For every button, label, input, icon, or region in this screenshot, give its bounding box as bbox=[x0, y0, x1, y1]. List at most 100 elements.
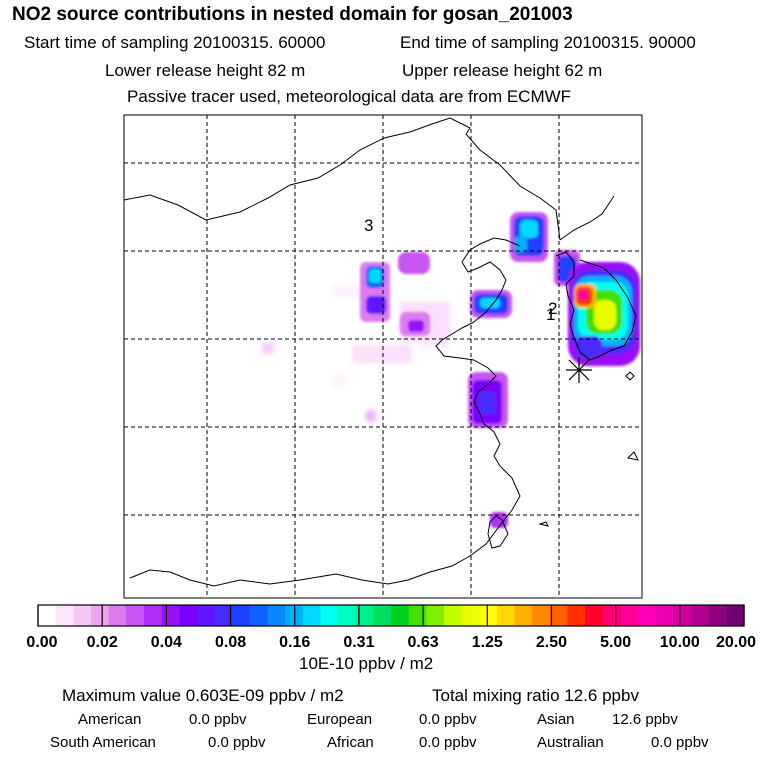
coast-taiwan bbox=[487, 515, 509, 549]
region-value: 0.0 ppbv bbox=[651, 734, 709, 751]
region-value: 0.0 ppbv bbox=[189, 711, 247, 728]
border-northeast bbox=[465, 133, 561, 241]
region-value: 0.0 ppbv bbox=[208, 734, 266, 751]
colorbar-swatch bbox=[232, 605, 251, 626]
plume-nk-border-core2 bbox=[515, 236, 527, 252]
colorbar-tick-label: 0.02 bbox=[87, 634, 118, 651]
start-time-text: Start time of sampling 20100315. 60000 bbox=[24, 33, 326, 52]
region-label: Australian bbox=[537, 734, 604, 751]
colorbar-tick-label: 20.00 bbox=[716, 634, 756, 651]
colorbar-tick-label: 0.31 bbox=[343, 634, 374, 651]
colorbar-ticks: 0.00 0.02 0.04 0.08 0.16 0.31 0.63 1.25 2.50 5.00… bbox=[26, 605, 756, 651]
colorbar-swatch bbox=[408, 605, 427, 626]
region-label: European bbox=[307, 711, 373, 728]
region-value: 0.0 ppbv bbox=[419, 711, 477, 728]
plume-beijing-core bbox=[369, 269, 381, 283]
colorbar-swatch bbox=[267, 605, 286, 626]
colorbar-swatch bbox=[302, 605, 321, 626]
end-time-text: End time of sampling 20100315. 90000 bbox=[400, 33, 696, 52]
colorbar-swatch bbox=[638, 605, 657, 626]
border-mongolia bbox=[124, 117, 471, 221]
colorbar-swatch bbox=[143, 605, 163, 626]
colorbar-swatch bbox=[585, 605, 604, 626]
colorbar bbox=[38, 605, 745, 626]
source-label-1: 1 bbox=[546, 305, 555, 324]
coastlines bbox=[124, 117, 639, 587]
colorbar-swatch bbox=[161, 605, 180, 626]
colorbar-swatch bbox=[567, 605, 586, 626]
colorbar-tick-label: 0.63 bbox=[408, 634, 439, 651]
total-mixing-text: Total mixing ratio 12.6 ppbv bbox=[432, 686, 639, 705]
upper-release-text: Upper release height 62 m bbox=[402, 61, 603, 80]
colorbar-swatch bbox=[249, 605, 269, 626]
colorbar-tick-label: 0.08 bbox=[215, 634, 246, 651]
region-value: 12.6 ppbv bbox=[612, 711, 678, 728]
colorbar-swatch bbox=[691, 605, 710, 626]
plume-seoul-core bbox=[578, 290, 588, 300]
coast-east bbox=[473, 359, 521, 511]
colorbar-swatch bbox=[620, 605, 639, 626]
plume-faint bbox=[332, 285, 362, 297]
region-label: African bbox=[327, 734, 374, 751]
colorbar-swatch bbox=[55, 605, 74, 626]
plume-layer bbox=[262, 212, 640, 528]
colorbar-swatch bbox=[496, 605, 516, 626]
max-value-text: Maximum value 0.603E-09 ppbv / m2 bbox=[62, 686, 344, 705]
coast-liaodong bbox=[461, 237, 521, 301]
region-label: South American bbox=[50, 734, 156, 751]
tracer-note: Passive tracer used, meteorological data… bbox=[127, 87, 572, 106]
colorbar-swatch bbox=[73, 605, 92, 626]
coast-bohai bbox=[435, 299, 497, 361]
plume-tianjin bbox=[366, 296, 386, 314]
plume-faint bbox=[262, 342, 274, 354]
receptor-star-icon bbox=[566, 357, 592, 383]
region-label: Asian bbox=[537, 711, 575, 728]
coast-island bbox=[538, 521, 549, 527]
colorbar-tick-label: 2.50 bbox=[536, 634, 567, 651]
colorbar-swatch bbox=[479, 605, 498, 626]
colorbar-swatch bbox=[373, 605, 392, 626]
region-value: 0.0 ppbv bbox=[419, 734, 477, 751]
colorbar-swatch bbox=[338, 605, 357, 626]
colorbar-tick-label: 10.00 bbox=[660, 634, 700, 651]
colorbar-tick-label: 5.00 bbox=[600, 634, 631, 651]
colorbar-swatch bbox=[214, 605, 233, 626]
plume-hebei-core bbox=[408, 320, 424, 332]
plume-nk-border-core bbox=[520, 220, 538, 238]
coast-korea bbox=[555, 251, 637, 361]
colorbar-swatch bbox=[673, 605, 692, 626]
colorbar-swatch bbox=[108, 605, 127, 626]
colorbar-swatch bbox=[126, 605, 145, 626]
colorbar-tick-label: 0.00 bbox=[26, 634, 57, 651]
plume-korea-south bbox=[576, 336, 602, 358]
plume-north bbox=[398, 252, 430, 274]
colorbar-swatch bbox=[726, 605, 745, 626]
grid-lines bbox=[124, 115, 642, 598]
colorbar-unit: 10E-10 ppbv / m2 bbox=[299, 654, 434, 673]
coast-south bbox=[129, 509, 513, 587]
colorbar-swatch bbox=[655, 605, 674, 626]
colorbar-tick-label: 0.04 bbox=[151, 634, 182, 651]
colorbar-swatch bbox=[514, 605, 533, 626]
lower-release-text: Lower release height 82 m bbox=[105, 61, 306, 80]
source-label-2: 2 bbox=[548, 299, 557, 318]
colorbar-swatch bbox=[391, 605, 410, 626]
colorbar-swatch bbox=[320, 605, 339, 626]
region-label: American bbox=[78, 711, 142, 728]
colorbar-swatch bbox=[179, 605, 198, 626]
coast-island bbox=[626, 451, 639, 461]
colorbar-swatch bbox=[461, 605, 480, 626]
chart-title: NO2 source contributions in nested domai… bbox=[12, 4, 573, 25]
plume-faint bbox=[332, 375, 346, 387]
map-frame bbox=[123, 114, 643, 599]
plume-korea-l6 bbox=[594, 300, 616, 330]
plume-faint bbox=[366, 410, 376, 422]
coast-island bbox=[625, 371, 635, 381]
colorbar-swatch bbox=[443, 605, 463, 626]
colorbar-swatch bbox=[355, 605, 374, 626]
coast-nk-east bbox=[559, 195, 615, 241]
plume-faint bbox=[352, 345, 412, 363]
colorbar-swatch bbox=[549, 605, 569, 626]
colorbar-tick-label: 0.16 bbox=[279, 634, 310, 651]
